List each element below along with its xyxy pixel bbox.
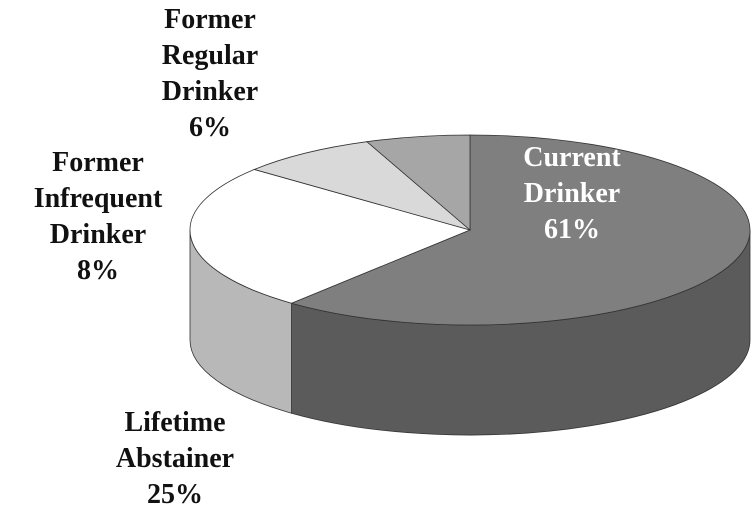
- slice: [365, 134, 471, 231]
- value-label: 6%: [189, 112, 231, 143]
- slice-label: Lifetime Abstainer 25%: [85, 405, 265, 513]
- slice-label: Current Drinker 61%: [497, 140, 647, 248]
- category-label: Current Drinker: [523, 142, 621, 209]
- value-label: 8%: [77, 255, 119, 286]
- slice: [189, 169, 472, 304]
- slice-label: Former Regular Drinker 6%: [135, 2, 285, 146]
- slice-label: Former Infrequent Drinker 8%: [13, 145, 183, 289]
- slice: [290, 134, 751, 326]
- category-label: Former Infrequent Drinker: [33, 147, 163, 250]
- value-label: 61%: [544, 214, 600, 245]
- slice: [253, 141, 471, 231]
- value-label: 25%: [147, 479, 203, 510]
- category-label: Former Regular Drinker: [161, 4, 259, 107]
- category-label: Lifetime Abstainer: [115, 407, 235, 474]
